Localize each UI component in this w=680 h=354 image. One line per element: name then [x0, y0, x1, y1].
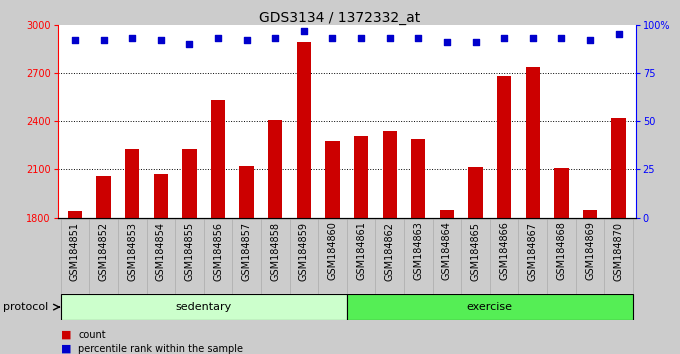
- Point: [528, 35, 539, 41]
- Point: [184, 41, 195, 47]
- Point: [241, 38, 252, 43]
- Bar: [469, 167, 483, 218]
- Bar: [497, 76, 511, 218]
- Text: sedentary: sedentary: [175, 302, 232, 312]
- Point: [498, 35, 509, 41]
- Text: GSM184866: GSM184866: [499, 222, 509, 280]
- Bar: [554, 168, 568, 218]
- Text: ■: ■: [61, 330, 71, 339]
- Text: GSM184858: GSM184858: [270, 222, 280, 280]
- Bar: [239, 166, 254, 218]
- Text: GSM184864: GSM184864: [442, 222, 452, 280]
- Point: [356, 35, 367, 41]
- Text: GSM184862: GSM184862: [385, 222, 394, 280]
- Bar: [296, 42, 311, 218]
- Bar: [354, 136, 369, 218]
- Bar: [325, 141, 339, 218]
- Text: GSM184863: GSM184863: [413, 222, 424, 280]
- Bar: [68, 211, 82, 218]
- Point: [441, 39, 452, 45]
- Text: GSM184856: GSM184856: [213, 222, 223, 280]
- Point: [299, 28, 309, 33]
- Text: GSM184857: GSM184857: [241, 222, 252, 281]
- Text: protocol: protocol: [3, 302, 49, 312]
- Point: [69, 38, 80, 43]
- Bar: [411, 139, 426, 218]
- Bar: [182, 149, 197, 218]
- Point: [126, 35, 137, 41]
- Point: [155, 38, 166, 43]
- Point: [270, 35, 281, 41]
- Bar: [440, 210, 454, 218]
- Text: GSM184870: GSM184870: [613, 222, 624, 280]
- Text: GSM184852: GSM184852: [99, 222, 109, 281]
- Text: count: count: [78, 330, 106, 339]
- Bar: [383, 131, 397, 218]
- Text: GSM184859: GSM184859: [299, 222, 309, 280]
- Point: [384, 35, 395, 41]
- Bar: [611, 118, 626, 218]
- Text: GSM184869: GSM184869: [585, 222, 595, 280]
- Bar: [268, 120, 282, 218]
- Point: [585, 38, 596, 43]
- Text: GSM184853: GSM184853: [127, 222, 137, 280]
- Text: percentile rank within the sample: percentile rank within the sample: [78, 344, 243, 354]
- Text: ■: ■: [61, 344, 71, 354]
- Bar: [583, 210, 597, 218]
- Text: GSM184860: GSM184860: [328, 222, 337, 280]
- FancyBboxPatch shape: [61, 294, 347, 320]
- Point: [98, 38, 109, 43]
- Point: [556, 35, 567, 41]
- Text: GSM184851: GSM184851: [70, 222, 80, 280]
- Bar: [211, 100, 225, 218]
- Text: GSM184861: GSM184861: [356, 222, 366, 280]
- Text: GSM184867: GSM184867: [528, 222, 538, 280]
- Bar: [526, 67, 540, 218]
- Point: [613, 32, 624, 37]
- Text: GSM184854: GSM184854: [156, 222, 166, 280]
- FancyBboxPatch shape: [347, 294, 633, 320]
- Point: [470, 39, 481, 45]
- Point: [213, 35, 224, 41]
- Bar: [125, 149, 139, 218]
- Text: GSM184855: GSM184855: [184, 222, 194, 281]
- Point: [327, 35, 338, 41]
- Bar: [97, 176, 111, 218]
- Point: [413, 35, 424, 41]
- Bar: [154, 174, 168, 218]
- Text: GSM184865: GSM184865: [471, 222, 481, 280]
- Text: exercise: exercise: [467, 302, 513, 312]
- Text: GSM184868: GSM184868: [556, 222, 566, 280]
- Text: GDS3134 / 1372332_at: GDS3134 / 1372332_at: [259, 11, 421, 25]
